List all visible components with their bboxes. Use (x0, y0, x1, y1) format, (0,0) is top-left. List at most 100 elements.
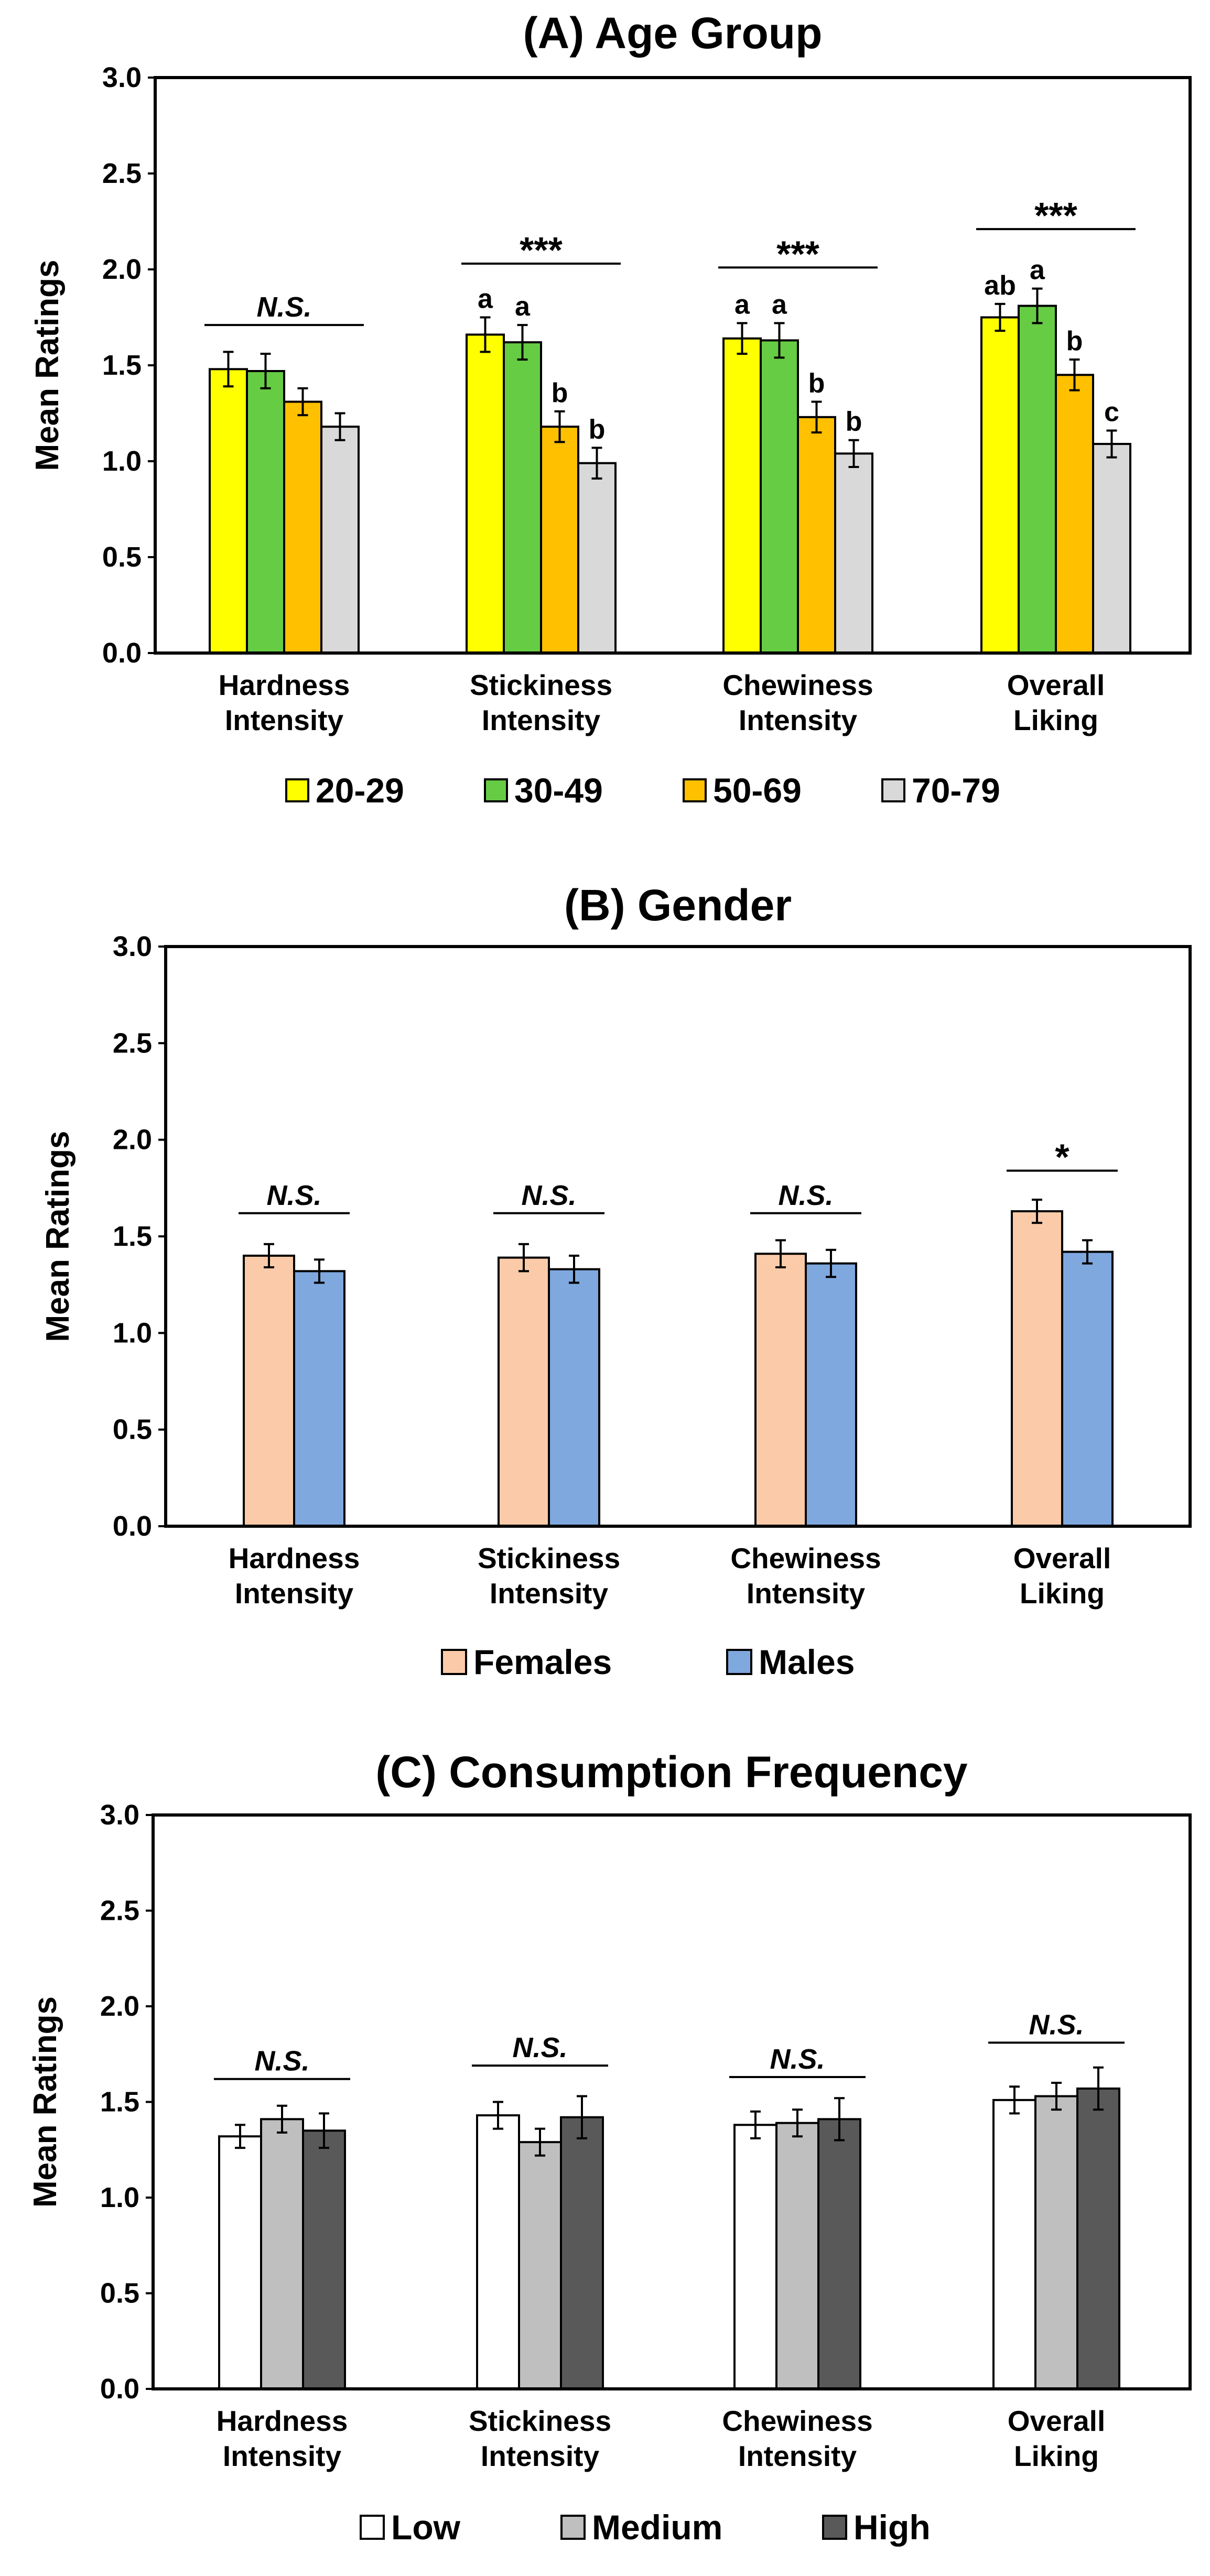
category-label: Hardness (219, 669, 350, 701)
significance-letter: ab (984, 270, 1016, 301)
bar (302, 2129, 346, 2390)
legend-swatch (881, 778, 905, 802)
significance-label: *** (520, 230, 563, 270)
bar (1034, 2095, 1078, 2390)
bar (834, 452, 873, 654)
significance-letter: c (1104, 397, 1119, 427)
bar (1018, 305, 1057, 654)
bar (466, 333, 505, 654)
bar (498, 1256, 550, 1527)
y-tick-label: 0.5 (113, 1414, 152, 1445)
legend-label: 70-79 (912, 771, 1000, 810)
bar (243, 1254, 295, 1528)
y-tick-label: 0.0 (100, 2373, 139, 2405)
significance-label: N.S. (521, 1180, 576, 1211)
legend-label: Males (759, 1643, 855, 1681)
legend-label: 30-49 (514, 771, 603, 810)
bar (817, 2118, 861, 2390)
significance-letter: a (734, 289, 750, 320)
y-tick-label: 0.0 (113, 1510, 152, 1542)
category-label: Overall (1013, 1542, 1111, 1574)
category-label: Overall (1008, 2405, 1106, 2437)
category-label: Intensity (223, 2440, 342, 2472)
bar (246, 369, 285, 654)
bar (980, 316, 1020, 654)
category-label: Stickiness (469, 2405, 611, 2437)
category-label: Liking (1013, 704, 1098, 736)
category-label: Chewiness (730, 1542, 881, 1574)
bar (503, 341, 542, 654)
category-label: Hardness (217, 2405, 348, 2437)
significance-letter: b (552, 378, 568, 408)
chart-title: (B) Gender (564, 881, 792, 930)
bar (320, 426, 360, 654)
category-label: Intensity (739, 704, 858, 736)
plot-area-frame (152, 1813, 1192, 2390)
y-tick-label: 1.5 (100, 2086, 139, 2118)
chart-panel-1: (A) Age Group Mean Ratings 0.0 0.5 1.0 1.5 2.0… (29, 8, 1192, 810)
y-axis-label: Mean Ratings (29, 259, 66, 471)
bar (476, 2114, 520, 2390)
bar (754, 1253, 807, 1527)
legend-swatch (441, 1649, 467, 1675)
category-label: Intensity (482, 704, 601, 736)
bar (218, 2135, 262, 2390)
y-tick-label: 0.5 (102, 541, 142, 573)
category-label: Liking (1014, 2440, 1099, 2472)
significance-label: N.S. (1029, 2009, 1084, 2040)
significance-label: N.S. (256, 291, 311, 323)
significance-label: *** (1034, 195, 1077, 236)
y-tick-label: 2.5 (102, 158, 142, 189)
bar (733, 2124, 777, 2390)
significance-label: N.S. (266, 1180, 321, 1211)
bar (760, 339, 799, 654)
category-label: Intensity (738, 2440, 857, 2472)
category-label: Liking (1020, 1577, 1105, 1610)
bar (548, 1268, 600, 1527)
legend-label: Females (473, 1643, 612, 1681)
significance-letter: b (1066, 326, 1083, 356)
legend-label: 20-29 (316, 771, 404, 810)
category-label: Stickiness (470, 669, 612, 701)
legend-label: 50-69 (713, 771, 802, 810)
y-tick-label: 1.5 (113, 1221, 152, 1252)
bar (722, 337, 762, 654)
bar (1011, 1210, 1063, 1527)
significance-label: * (1055, 1137, 1069, 1178)
chart-title: (A) Age Group (523, 8, 823, 58)
bar (518, 2141, 562, 2390)
category-label: Chewiness (722, 669, 873, 701)
legend-swatch (822, 2515, 847, 2540)
bar (1092, 443, 1131, 654)
bar (805, 1262, 857, 1527)
category-label: Intensity (747, 1577, 866, 1610)
significance-letter: b (589, 414, 606, 444)
category-label: Stickiness (478, 1542, 620, 1574)
category-label: Intensity (225, 704, 344, 736)
bar (260, 2118, 304, 2390)
bar (797, 416, 836, 654)
y-tick-label: 1.0 (100, 2182, 139, 2213)
bar (540, 426, 579, 654)
significance-letter: a (515, 291, 531, 322)
category-label: Chewiness (722, 2405, 872, 2437)
y-axis-label: Mean Ratings (27, 1996, 63, 2208)
y-tick-label: 2.0 (100, 1991, 139, 2022)
chart-panel-2: (B) Gender Mean Ratings 0.0 0.5 1.0 1.5 2.0 2.5… (40, 881, 1192, 1681)
legend-label: High (854, 2508, 931, 2547)
significance-label: *** (776, 233, 819, 274)
legend-label: Medium (592, 2508, 722, 2547)
bar (1076, 2087, 1120, 2390)
bar (560, 2116, 604, 2390)
category-label: Overall (1007, 669, 1105, 701)
y-tick-label: 2.0 (113, 1124, 152, 1156)
y-tick-label: 0.0 (102, 637, 142, 669)
bar (1055, 374, 1094, 654)
significance-letter: a (1030, 255, 1045, 286)
category-label: Intensity (235, 1577, 354, 1610)
y-tick-label: 3.0 (100, 1799, 139, 1831)
significance-label: N.S. (778, 1180, 833, 1211)
significance-label: N.S. (254, 2046, 309, 2077)
significance-label: N.S. (512, 2032, 567, 2063)
